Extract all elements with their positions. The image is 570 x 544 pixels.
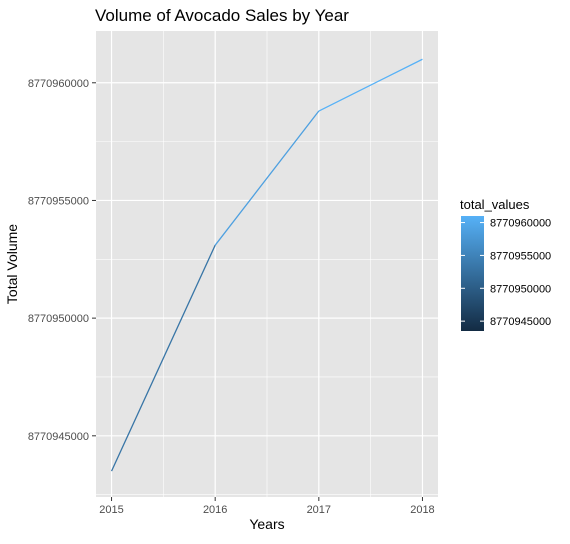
line-segment [318, 58, 423, 112]
minor-gridlines [96, 31, 438, 497]
legend-label: 8770960000 [490, 218, 551, 230]
line-segment [214, 110, 320, 246]
series-line [110, 58, 423, 472]
x-tick-label: 2018 [410, 504, 434, 516]
legend-label: 8770955000 [490, 250, 551, 262]
legend-label: 8770945000 [490, 316, 551, 328]
x-tick-label: 2017 [307, 504, 331, 516]
x-tick-label: 2015 [99, 504, 123, 516]
legend: total_values 8770960000 8770955000 8770950… [460, 197, 551, 331]
line-segment [110, 244, 216, 472]
legend-colorbar [461, 216, 484, 331]
y-tick-label: 8770950000 [28, 313, 89, 325]
y-axis-label: Total Volume [4, 224, 20, 304]
x-axis-label: Years [249, 516, 284, 532]
major-gridlines [96, 31, 438, 497]
legend-ticks: 8770960000 8770955000 8770950000 8770945000 [461, 218, 551, 328]
chart-title: Volume of Avocado Sales by Year [95, 6, 349, 25]
y-tick-label: 8770955000 [28, 195, 89, 207]
legend-label: 8770950000 [490, 283, 551, 295]
x-tick-label: 2016 [203, 504, 227, 516]
y-axis-ticks: 8770945000 8770950000 8770955000 8770960000 [28, 78, 96, 443]
y-tick-label: 8770945000 [28, 431, 89, 443]
y-tick-label: 8770960000 [28, 78, 89, 90]
x-axis-ticks: 2015 2016 2017 2018 [99, 497, 435, 516]
legend-title: total_values [460, 197, 530, 212]
